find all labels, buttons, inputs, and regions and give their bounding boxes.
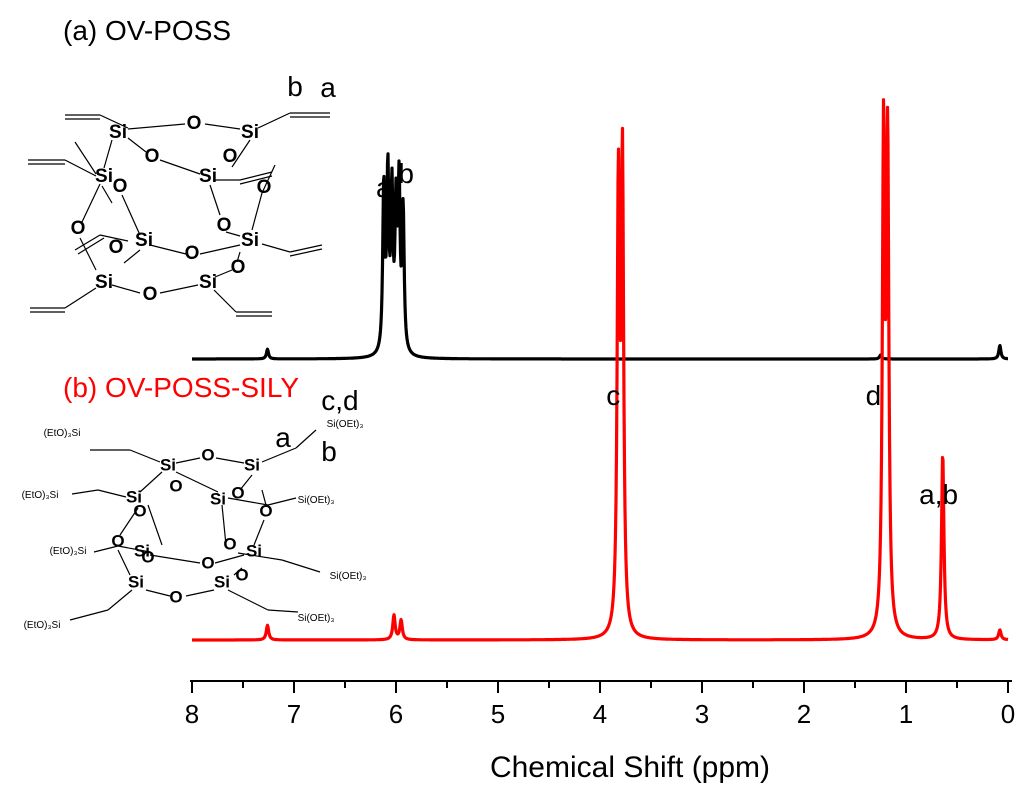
carbon-label-b: b bbox=[321, 436, 337, 467]
triethoxysilyl-group: Si(OEt)₃ bbox=[298, 613, 335, 624]
oxygen-atom: O bbox=[231, 483, 244, 502]
oxygen-atom: O bbox=[109, 237, 124, 258]
triethoxysilyl-group: (EtO)₃Si bbox=[24, 620, 61, 631]
carbon-label-a: a bbox=[275, 422, 291, 453]
si-atom: Si bbox=[246, 541, 262, 560]
oxygen-atom: O bbox=[201, 445, 214, 464]
oxygen-atom: O bbox=[257, 177, 272, 198]
si-atom: Si bbox=[134, 541, 150, 560]
peak-label: b bbox=[398, 158, 414, 189]
oxygen-atom: O bbox=[169, 476, 182, 495]
x-tick-label: 1 bbox=[899, 699, 913, 729]
oxygen-atom: O bbox=[141, 547, 154, 566]
ov-poss-structure bbox=[28, 112, 330, 317]
si-atom: Si bbox=[241, 230, 259, 251]
x-axis-label: Chemical Shift (ppm) bbox=[490, 751, 770, 784]
oxygen-atom: O bbox=[187, 113, 202, 134]
x-axis: 8 7 6 5 4 3 2 1 0 Chemical Shift (ppm) bbox=[185, 680, 1015, 784]
x-tick-label: 8 bbox=[185, 699, 199, 729]
ov-poss-sily-structure bbox=[69, 429, 321, 621]
oxygen-atom: O bbox=[185, 243, 200, 264]
si-atom: Si bbox=[244, 455, 260, 474]
si-atom: Si bbox=[199, 272, 217, 293]
si-atom: Si bbox=[109, 122, 127, 143]
oxygen-atom: O bbox=[111, 531, 124, 550]
si-atom: Si bbox=[199, 166, 217, 187]
oxygen-atom: O bbox=[143, 284, 158, 305]
triethoxysilyl-group: (EtO)₃Si bbox=[44, 428, 81, 439]
si-atom: Si bbox=[126, 487, 142, 506]
triethoxysilyl-group: (EtO)₃Si bbox=[22, 490, 59, 501]
si-atom: Si bbox=[95, 166, 113, 187]
si-atom: Si bbox=[214, 572, 230, 591]
oxygen-atom: O bbox=[145, 146, 160, 167]
oxygen-atom: O bbox=[231, 257, 246, 278]
x-tick-label: 4 bbox=[593, 699, 607, 729]
oxygen-atom: O bbox=[259, 501, 272, 520]
si-atom: Si bbox=[160, 455, 176, 474]
oxygen-atom: O bbox=[235, 565, 248, 584]
x-tick-label: 7 bbox=[287, 699, 301, 729]
oxygen-atom: O bbox=[169, 587, 182, 606]
triethoxysilyl-group: Si(OEt)₃ bbox=[327, 419, 364, 430]
si-atom: Si bbox=[210, 489, 226, 508]
triethoxysilyl-group: Si(OEt)₃ bbox=[298, 495, 335, 506]
si-atom: Si bbox=[241, 122, 259, 143]
peak-label: a,b bbox=[919, 479, 958, 510]
spectra bbox=[190, 98, 1010, 642]
x-tick-label: 6 bbox=[389, 699, 403, 729]
x-tick-label: 3 bbox=[695, 699, 709, 729]
x-tick-label: 2 bbox=[797, 699, 811, 729]
carbon-label-a: a bbox=[320, 72, 336, 103]
oxygen-atom: O bbox=[223, 534, 236, 553]
oxygen-atom: O bbox=[201, 553, 214, 572]
si-atom: Si bbox=[128, 572, 144, 591]
peak-label: d bbox=[866, 380, 882, 411]
spectrum-line-b bbox=[190, 98, 1010, 642]
triethoxysilyl-group: (EtO)₃Si bbox=[50, 546, 87, 557]
panel-b-title: (b) OV-POSS-SILY bbox=[63, 372, 299, 403]
triethoxysilyl-group: Si(OEt)₃ bbox=[330, 571, 367, 582]
carbon-label-b: b bbox=[287, 71, 303, 102]
panel-a-title: (a) OV-POSS bbox=[63, 15, 231, 46]
x-tick-label: 0 bbox=[1001, 699, 1015, 729]
oxygen-atom: O bbox=[71, 218, 86, 239]
peak-label: c,d bbox=[321, 385, 358, 416]
si-atom: Si bbox=[135, 230, 153, 251]
peak-label: c bbox=[606, 380, 620, 411]
oxygen-atom: O bbox=[133, 501, 146, 520]
peak-label: a bbox=[376, 172, 392, 203]
x-tick-label: 5 bbox=[491, 699, 505, 729]
oxygen-atom: O bbox=[113, 176, 128, 197]
oxygen-atom: O bbox=[217, 215, 232, 236]
si-atom: Si bbox=[95, 272, 113, 293]
oxygen-atom: O bbox=[223, 146, 238, 167]
peak-annotations: a bc,d c da,b bbox=[321, 158, 958, 510]
spectrum-line-a bbox=[190, 152, 1010, 361]
